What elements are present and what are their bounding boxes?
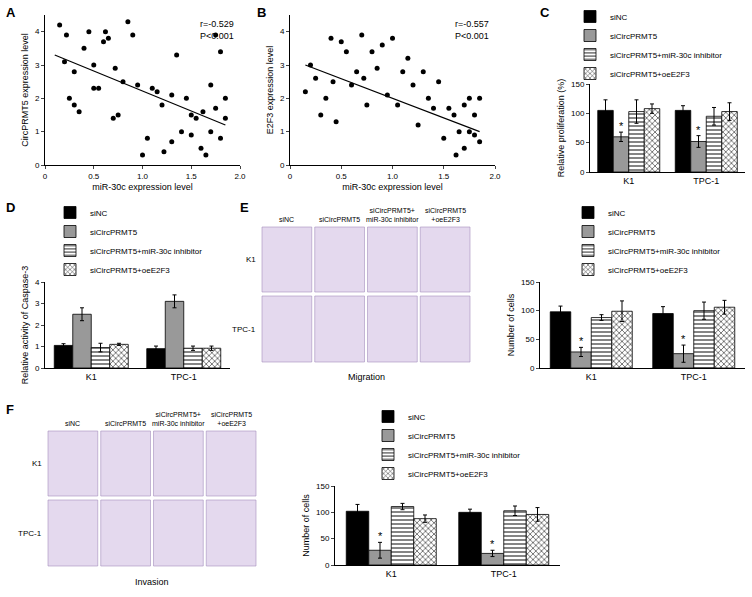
svg-text:siCircPRMT5: siCircPRMT5 <box>319 216 360 223</box>
svg-text:siCircPRMT5: siCircPRMT5 <box>408 432 456 441</box>
svg-text:4: 4 <box>35 278 40 287</box>
svg-text:Relative proliferation (%): Relative proliferation (%) <box>556 79 566 178</box>
svg-text:miR-30c expression level: miR-30c expression level <box>92 182 193 192</box>
svg-text:siNC: siNC <box>610 13 628 22</box>
svg-text:100: 100 <box>316 508 330 517</box>
svg-text:siNC: siNC <box>279 216 294 223</box>
svg-text:3: 3 <box>35 61 40 70</box>
svg-text:siNC: siNC <box>608 209 626 218</box>
svg-text:3: 3 <box>280 61 285 70</box>
svg-text:4: 4 <box>280 27 285 36</box>
svg-text:50: 50 <box>525 335 534 344</box>
svg-text:*: * <box>696 124 701 136</box>
svg-text:*: * <box>490 538 495 550</box>
svg-text:D: D <box>6 200 15 215</box>
svg-text:3: 3 <box>35 299 40 308</box>
svg-text:r=-0.529P<0.001: r=-0.529P<0.001 <box>200 19 234 41</box>
svg-text:K1: K1 <box>586 372 597 382</box>
svg-text:siCircPRMT5+miR-30c inhibitor: siCircPRMT5+miR-30c inhibitor <box>90 247 202 256</box>
svg-text:siCircPRMT5+miR-30c inhibitor: siCircPRMT5+miR-30c inhibitor <box>366 207 419 223</box>
svg-text:2.0: 2.0 <box>234 172 246 181</box>
svg-text:TPC-1: TPC-1 <box>491 569 517 579</box>
svg-text:0: 0 <box>580 168 585 177</box>
svg-text:2.0: 2.0 <box>489 172 501 181</box>
svg-text:miR-30c expression level: miR-30c expression level <box>342 182 443 192</box>
svg-text:E2F3 expression level: E2F3 expression level <box>265 46 275 135</box>
svg-text:siNC: siNC <box>90 209 108 218</box>
svg-text:150: 150 <box>571 80 585 89</box>
svg-text:0: 0 <box>43 172 48 181</box>
svg-text:1.0: 1.0 <box>137 172 149 181</box>
svg-text:TPC-1: TPC-1 <box>171 372 197 382</box>
svg-text:*: * <box>378 530 383 542</box>
svg-text:siCircPRMT5+miR-30c inhibitor: siCircPRMT5+miR-30c inhibitor <box>408 451 520 460</box>
svg-text:100: 100 <box>521 306 535 315</box>
svg-text:K1: K1 <box>386 569 397 579</box>
svg-text:siCircPRMT5: siCircPRMT5 <box>90 228 138 237</box>
svg-text:Invasion: Invasion <box>135 577 169 587</box>
svg-text:1.5: 1.5 <box>186 172 198 181</box>
svg-text:siCircPRMT5+miR-30c inhibitor: siCircPRMT5+miR-30c inhibitor <box>608 247 720 256</box>
svg-text:1.5: 1.5 <box>438 172 450 181</box>
svg-text:0: 0 <box>35 161 40 170</box>
svg-text:E: E <box>240 200 249 215</box>
svg-text:2: 2 <box>35 94 40 103</box>
svg-text:1: 1 <box>280 127 285 136</box>
svg-text:0: 0 <box>35 364 40 373</box>
svg-text:siCircPRMT5+oeE2F3: siCircPRMT5+oeE2F3 <box>608 266 688 275</box>
svg-text:0.5: 0.5 <box>88 172 100 181</box>
svg-text:*: * <box>579 335 584 347</box>
svg-text:2: 2 <box>280 94 285 103</box>
svg-text:siCircPRMT5+oeE2F3: siCircPRMT5+oeE2F3 <box>425 207 466 223</box>
svg-text:Number of cells: Number of cells <box>506 293 516 356</box>
svg-text:siCircPRMT5+miR-30c inhibitor: siCircPRMT5+miR-30c inhibitor <box>152 411 205 427</box>
svg-text:siNC: siNC <box>65 420 80 427</box>
svg-text:CircPRMT5 expression level: CircPRMT5 expression level <box>20 33 30 147</box>
svg-text:*: * <box>681 333 686 345</box>
svg-text:Number of cells: Number of cells <box>301 494 311 557</box>
svg-text:TPC-1: TPC-1 <box>18 529 42 538</box>
svg-text:50: 50 <box>320 534 329 543</box>
svg-text:siCircPRMT5: siCircPRMT5 <box>608 228 656 237</box>
svg-text:Relative activity of Caspase-3: Relative activity of Caspase-3 <box>20 266 30 385</box>
svg-text:1.0: 1.0 <box>387 172 399 181</box>
svg-text:B: B <box>257 5 266 20</box>
svg-text:2: 2 <box>35 321 40 330</box>
svg-text:150: 150 <box>316 482 330 491</box>
svg-text:TPC-1: TPC-1 <box>232 325 256 334</box>
svg-text:siCircPRMT5: siCircPRMT5 <box>105 420 146 427</box>
svg-text:siNC: siNC <box>408 413 426 422</box>
svg-text:K1: K1 <box>623 176 634 186</box>
svg-text:4: 4 <box>35 27 40 36</box>
svg-text:siCircPRMT5: siCircPRMT5 <box>610 32 658 41</box>
svg-text:siCircPRMT5+oeE2F3: siCircPRMT5+oeE2F3 <box>408 470 488 479</box>
svg-text:1: 1 <box>35 127 40 136</box>
svg-text:K1: K1 <box>32 459 42 468</box>
svg-text:K1: K1 <box>246 255 256 264</box>
svg-text:0: 0 <box>325 561 330 570</box>
svg-text:0: 0 <box>280 161 285 170</box>
svg-text:siCircPRMT5+oeE2F3: siCircPRMT5+oeE2F3 <box>610 70 690 79</box>
svg-text:0: 0 <box>530 364 535 373</box>
svg-text:K1: K1 <box>86 372 97 382</box>
svg-text:0.5: 0.5 <box>336 172 348 181</box>
svg-text:siCircPRMT5+oeE2F3: siCircPRMT5+oeE2F3 <box>211 411 252 427</box>
svg-text:0: 0 <box>288 172 293 181</box>
svg-text:r=-0.557P<0.001: r=-0.557P<0.001 <box>455 19 489 41</box>
svg-text:1: 1 <box>35 342 40 351</box>
svg-text:A: A <box>6 5 16 20</box>
svg-text:*: * <box>619 120 624 132</box>
svg-text:TPC-1: TPC-1 <box>693 176 719 186</box>
svg-text:TPC-1: TPC-1 <box>681 372 707 382</box>
svg-text:F: F <box>6 402 14 417</box>
svg-text:siCircPRMT5+oeE2F3: siCircPRMT5+oeE2F3 <box>90 266 170 275</box>
svg-text:100: 100 <box>571 109 585 118</box>
svg-text:150: 150 <box>521 278 535 287</box>
svg-text:Migration: Migration <box>348 372 385 382</box>
svg-text:siCircPRMT5+miR-30c inhibitor: siCircPRMT5+miR-30c inhibitor <box>610 51 722 60</box>
svg-text:50: 50 <box>575 138 584 147</box>
svg-text:C: C <box>540 5 550 20</box>
